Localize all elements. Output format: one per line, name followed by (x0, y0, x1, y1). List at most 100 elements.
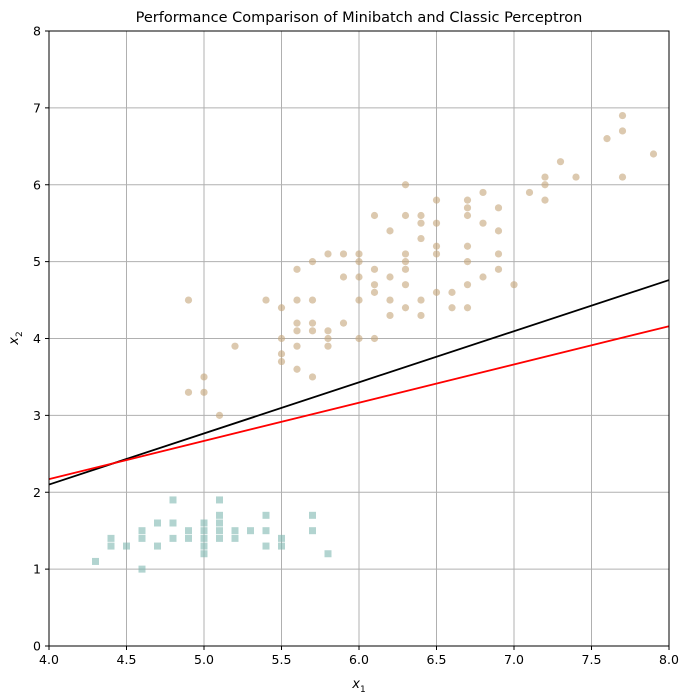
square-data-point (138, 565, 146, 573)
x-tick-label: 7.5 (582, 652, 602, 667)
circle-data-point (401, 181, 410, 189)
circle-data-point (463, 211, 472, 220)
circle-data-point (432, 196, 441, 204)
circle-data-point (618, 173, 627, 181)
circle-data-point (572, 173, 580, 181)
circle-data-point (293, 342, 301, 350)
square-data-point (169, 534, 177, 542)
square-data-point (107, 542, 115, 550)
square-data-point (262, 542, 270, 550)
circle-data-point (262, 296, 270, 304)
circle-data-point (293, 327, 301, 335)
circle-data-point (494, 265, 503, 273)
y-tick-label: 8 (33, 24, 41, 39)
square-data-point (200, 519, 208, 527)
circle-data-point (432, 288, 441, 296)
circle-data-point (417, 219, 425, 227)
circle-data-point (277, 304, 286, 312)
x-tick-label: 6.0 (349, 652, 369, 667)
x-tick-label: 7.0 (504, 652, 524, 667)
circle-data-point (479, 188, 487, 197)
y-tick-label: 6 (33, 177, 41, 192)
circle-data-point (308, 373, 317, 381)
y-axis-label-sub: 2 (15, 331, 25, 337)
x-axis-label-sub: 1 (360, 685, 366, 695)
circle-data-point (293, 265, 301, 273)
square-data-point (309, 511, 316, 519)
circle-data-point (370, 281, 379, 289)
x-tick-label: 6.5 (427, 652, 447, 667)
y-tick-label: 4 (33, 331, 41, 346)
circle-data-point (386, 227, 394, 235)
y-tick-label: 3 (33, 408, 41, 423)
circle-data-point (541, 181, 549, 189)
circle-data-point (308, 319, 317, 327)
circle-data-point (355, 258, 363, 266)
circle-data-point (277, 334, 286, 343)
circle-data-point (355, 250, 363, 258)
circle-data-point (200, 373, 208, 381)
circle-data-point (448, 288, 456, 296)
decision-boundaries (48, 279, 670, 486)
circle-data-point (448, 304, 456, 312)
y-tick-label: 7 (33, 100, 41, 115)
square-data-point (123, 542, 130, 550)
chart-title: Performance Comparison of Minibatch and … (136, 10, 583, 26)
circle-data-point (494, 204, 503, 212)
x-tick-label: 5.0 (194, 652, 214, 667)
circle-data-point (479, 219, 487, 227)
circle-data-point (463, 304, 472, 312)
circle-data-point (618, 111, 627, 120)
square-data-point (278, 534, 285, 542)
circle-data-point (355, 334, 363, 343)
circle-data-point (417, 296, 425, 304)
square-data-point (216, 519, 223, 527)
square-data-point (216, 511, 223, 519)
x-tick-label: 4.0 (39, 652, 59, 667)
square-data-point (309, 527, 316, 535)
circle-data-point (339, 250, 348, 258)
y-tick-label: 2 (33, 485, 41, 500)
circle-data-point (556, 158, 565, 166)
circle-data-point (541, 173, 549, 181)
circle-data-point (510, 281, 518, 289)
circle-data-point (401, 211, 410, 220)
y-axis-label-main: x (7, 337, 22, 346)
circle-data-point (370, 288, 379, 296)
circle-data-point (370, 265, 379, 273)
square-data-point (138, 527, 146, 535)
circle-data-point (463, 242, 472, 250)
data-points (92, 111, 658, 573)
circle-data-point (401, 281, 410, 289)
square-data-point (247, 527, 254, 535)
circle-data-point (463, 196, 472, 204)
square-data-point (185, 534, 192, 542)
y-tick-label: 0 (33, 639, 41, 654)
circle-data-point (324, 334, 332, 343)
circle-data-point (401, 265, 410, 273)
square-data-point (200, 550, 208, 558)
circle-data-point (417, 311, 425, 320)
circle-data-point (293, 319, 301, 327)
circle-data-point (603, 135, 611, 143)
circle-data-point (277, 350, 286, 358)
circle-data-point (324, 327, 332, 335)
square-data-point (262, 527, 270, 535)
square-data-point (200, 542, 208, 550)
square-data-point (262, 511, 270, 519)
circle-data-point (401, 304, 410, 312)
circle-data-point (401, 258, 410, 266)
square-data-point (200, 534, 208, 542)
square-data-point (231, 527, 239, 535)
circle-data-point (417, 234, 425, 243)
circle-data-point (370, 211, 379, 220)
square-data-point (216, 534, 223, 542)
circle-data-point (525, 188, 534, 197)
circle-data-point (293, 365, 301, 373)
square-data-point (200, 527, 208, 535)
circle-data-point (277, 357, 286, 366)
decision-boundary-line (48, 279, 670, 486)
axis-ticks: 4.0 4.5 5.0 5.5 6.0 6.5 7.0 7.5 8.0 0 1 2 3 4 5 6 7 8 (33, 24, 679, 668)
circle-data-point (432, 219, 441, 227)
